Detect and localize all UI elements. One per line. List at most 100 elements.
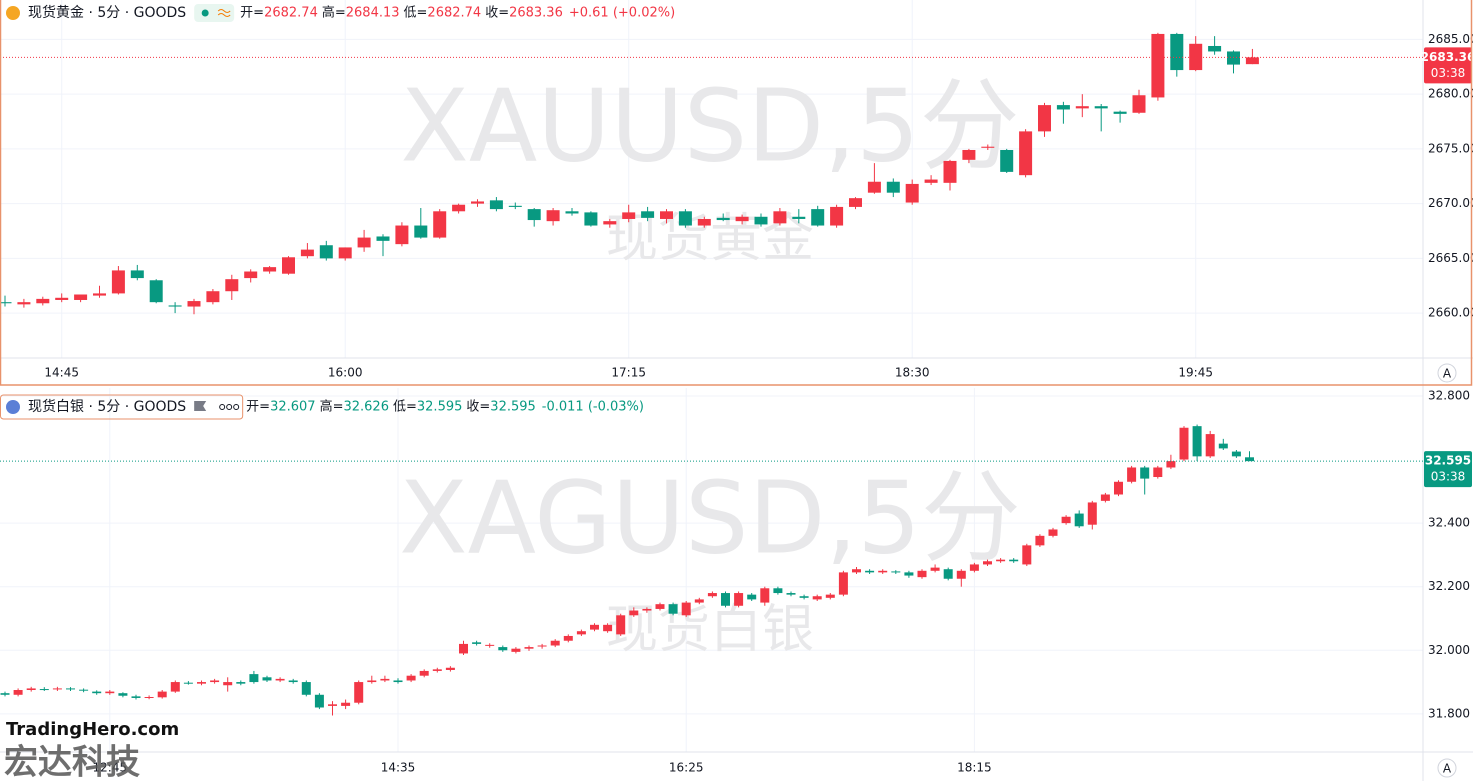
candle-body [734,593,744,606]
candle-body [773,211,787,224]
candle-body [811,209,825,226]
legend-label: 高= [320,399,344,415]
x-tick-label: 19:45 [1178,366,1213,380]
legend-value: 32.626 [343,400,389,415]
candle-body [1038,105,1051,132]
candle-body [74,294,88,300]
price-tag-label: 32.595 [1425,454,1471,468]
candle-body [1189,43,1203,71]
price-tag [1424,47,1472,84]
candle-body [367,680,377,683]
candle-body [849,198,862,207]
candle-body [1218,443,1228,449]
candle-body [485,644,495,646]
candle-body [830,206,844,226]
candle-body [341,702,351,706]
y-tick-label: 32.000 [1428,643,1470,657]
y-tick-label: 31.800 [1428,706,1470,720]
candle-body [1022,545,1032,565]
y-tick-label: 2675.00 [1428,141,1473,155]
brand-name: 宏达科技 [4,743,140,781]
candle-body [655,604,665,609]
symbol-title[interactable]: 现货白银 · 5分 · GOODS [28,398,186,415]
candle-body [681,602,691,616]
auto-button[interactable] [1437,758,1457,778]
candle-body [118,693,128,696]
candle-body [1140,467,1150,479]
candle-body [550,640,560,646]
candle-body [603,221,617,225]
candle-body [1227,51,1240,65]
y-tick-label: 2660.00 [1428,306,1473,320]
candle-body [1245,57,1259,65]
candle-body [616,615,626,635]
legend-label: 收= [485,6,509,21]
candle-body [157,691,167,698]
candle-body [641,211,655,218]
candle-body [472,642,482,644]
candle-body [511,648,521,652]
candle-body [419,670,429,676]
y-tick-label: 2670.00 [1428,196,1473,210]
candle-body [236,682,246,684]
candle-body [314,694,324,708]
candle-body [799,596,809,598]
auto-button[interactable] [1437,363,1457,383]
candle-body [943,160,957,183]
more-dot [219,404,226,410]
candle-body [1000,149,1014,172]
candle-body [917,570,927,578]
legend-label: 收= [466,400,490,415]
candle-body [1231,451,1241,457]
candle-body [111,270,125,294]
legend-label: 低= [404,6,428,21]
candle-body [338,247,352,259]
candle-body [668,604,678,614]
candle-body [694,599,704,603]
watermark-name: 现货白银 [606,600,814,660]
candle-body [1075,106,1089,109]
candle-body [943,569,953,579]
legend-value: 2684.13 [346,6,400,21]
candle-body [1113,111,1127,114]
symbol-title[interactable]: 现货黄金 · 5分 · GOODS [28,4,186,21]
y-tick-label: 32.400 [1428,516,1470,530]
candle-body [642,608,652,611]
candle-body [170,682,180,692]
pane-selection [0,0,1473,386]
candle-body [1192,426,1202,457]
candle-body [622,212,636,219]
y-tick-label: 2680.00 [1428,87,1473,101]
flag-icon [194,401,207,411]
candle-body [735,216,749,222]
legend-value: 32.595 [417,400,463,415]
candle-body [1074,513,1084,527]
price-tag-label: 2683.36 [1421,50,1473,64]
candle-body [825,594,835,598]
candle-body [603,624,613,632]
candle-body [1179,427,1189,460]
candle-body [527,209,541,221]
candle-body [878,570,888,573]
candle-body [754,216,768,225]
candle-body [13,690,23,695]
candle-body [707,593,717,597]
candle-body [996,559,1006,562]
candle-body [393,680,403,683]
candle-body [206,291,220,303]
x-tick-label: 18:30 [895,366,930,380]
candle-body [52,688,62,690]
candle-body [187,301,201,307]
candle-body [852,569,861,573]
candle-body [1061,516,1071,524]
candle-body [131,696,141,698]
countdown-label: 03:38 [1431,66,1466,80]
candle-body [576,631,586,635]
legend-label: 高= [322,5,346,21]
x-tick-label: 14:45 [44,366,79,380]
legend-value: 2682.74 [427,6,481,21]
candle-body [498,647,508,651]
candle-body [1205,434,1215,457]
candle-body [629,610,639,616]
